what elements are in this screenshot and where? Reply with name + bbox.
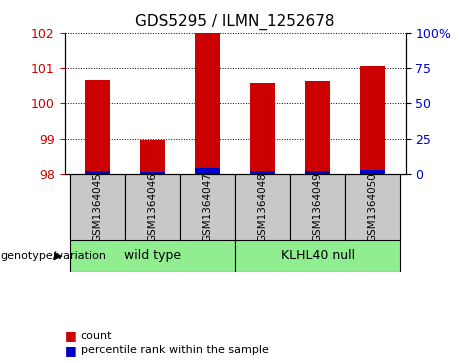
Text: KLHL40 null: KLHL40 null — [281, 249, 355, 262]
Bar — [85, 81, 110, 174]
Bar — [305, 171, 330, 174]
Bar — [235, 174, 290, 240]
Bar — [361, 170, 385, 174]
Text: GSM1364050: GSM1364050 — [368, 172, 378, 242]
Bar — [70, 240, 235, 272]
Text: GSM1364045: GSM1364045 — [93, 172, 102, 242]
Text: ■: ■ — [65, 329, 76, 342]
Bar — [125, 174, 180, 240]
Text: genotype/variation: genotype/variation — [0, 251, 106, 261]
Bar — [250, 171, 275, 174]
Text: percentile rank within the sample: percentile rank within the sample — [81, 345, 269, 355]
Bar — [195, 168, 220, 174]
Text: GSM1364049: GSM1364049 — [313, 172, 323, 242]
Text: GSM1364048: GSM1364048 — [258, 172, 268, 242]
Bar — [140, 140, 165, 174]
Bar — [235, 240, 400, 272]
Bar — [305, 81, 330, 174]
Text: ■: ■ — [65, 344, 76, 357]
Bar — [250, 83, 275, 174]
Bar — [140, 172, 165, 174]
Bar — [361, 66, 385, 174]
Bar — [290, 174, 345, 240]
Bar — [345, 174, 400, 240]
Text: GSM1364047: GSM1364047 — [202, 172, 213, 242]
Title: GDS5295 / ILMN_1252678: GDS5295 / ILMN_1252678 — [136, 14, 335, 30]
Bar — [180, 174, 235, 240]
Bar — [195, 32, 220, 174]
Text: GSM1364046: GSM1364046 — [148, 172, 158, 242]
Text: ▶: ▶ — [54, 251, 62, 261]
Bar — [70, 174, 125, 240]
Bar — [85, 171, 110, 174]
Text: count: count — [81, 331, 112, 341]
Text: wild type: wild type — [124, 249, 181, 262]
